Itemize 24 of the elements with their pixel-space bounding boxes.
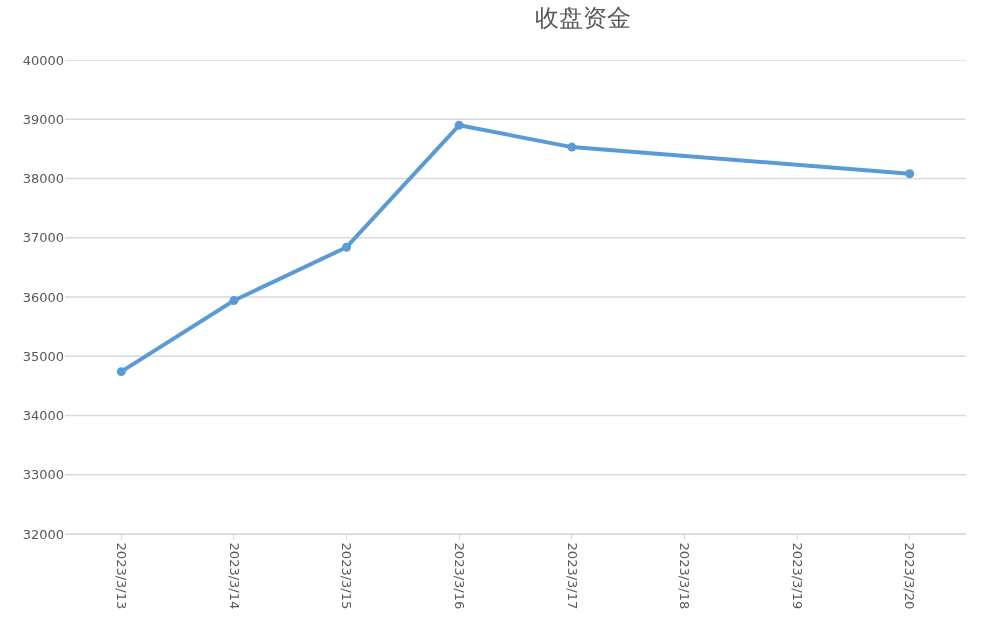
x-tick-label: 2023/3/15	[339, 542, 355, 610]
y-tick-label: 37000	[22, 230, 64, 246]
x-tick-label: 2023/3/17	[564, 542, 580, 610]
y-tick-label: 32000	[22, 526, 64, 542]
x-tick-label: 2023/3/16	[451, 542, 467, 610]
x-tick-label: 2023/3/19	[789, 542, 805, 610]
point	[567, 142, 577, 152]
y-tick-label: 34000	[22, 408, 64, 424]
y-tick-label: 33000	[22, 467, 64, 483]
chart-title: 收盘资金	[535, 4, 632, 33]
point	[905, 169, 915, 179]
x-tick-label: 2023/3/14	[226, 542, 242, 610]
y-tick-label: 38000	[22, 171, 64, 187]
point	[116, 367, 126, 377]
y-tick-label: 39000	[22, 111, 64, 127]
point	[454, 120, 464, 130]
y-tick-label: 36000	[22, 289, 64, 305]
point	[229, 296, 239, 306]
y-tick-label: 40000	[22, 52, 64, 68]
y-tick-label: 35000	[22, 348, 64, 364]
x-tick-label: 2023/3/20	[902, 542, 918, 610]
x-tick-label: 2023/3/13	[114, 542, 130, 610]
point	[342, 242, 352, 252]
x-tick-label: 2023/3/18	[677, 542, 693, 610]
